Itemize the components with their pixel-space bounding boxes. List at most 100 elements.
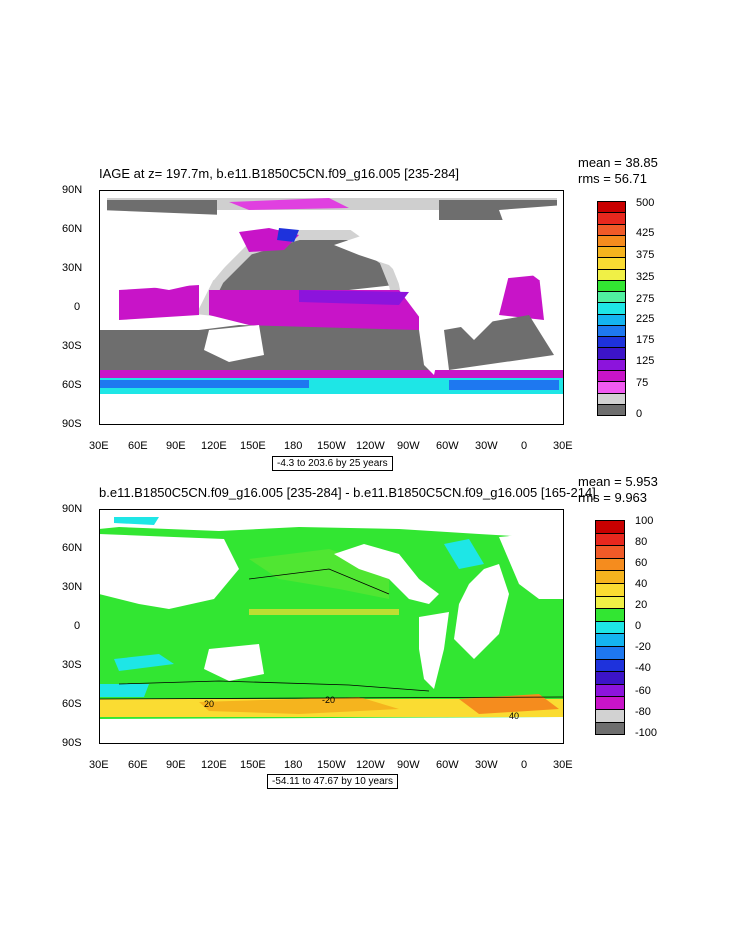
panel1-mean: mean = 38.85 <box>578 155 658 170</box>
panel1-lat-label: 60S <box>62 379 82 391</box>
panel1-colorbar-swatch <box>598 382 625 394</box>
panel2-colorbar-swatch <box>596 533 624 547</box>
panel2-colorbar-label: 100 <box>635 515 654 527</box>
panel2-south-america <box>419 612 449 689</box>
panel2-colorbar-label: -100 <box>635 727 658 739</box>
panel1-colorbar-swatch <box>598 213 625 225</box>
panel2-lat-label: 30N <box>62 581 83 593</box>
panel2-eurasia-west <box>499 531 564 599</box>
panel2-lon-label: 180 <box>284 759 303 771</box>
panel2-contour-line <box>118 680 430 692</box>
panel2-contour-line <box>248 568 390 595</box>
panel1-lon-label: 30E <box>553 440 573 452</box>
panel1-colorbar-label: 275 <box>636 293 655 305</box>
panel2-lon-label: 30E <box>89 759 109 771</box>
panel1-colorbar-swatch <box>598 359 625 371</box>
panel1-lat-label: 30N <box>62 262 83 274</box>
panel2-colorbar-swatch <box>596 596 624 610</box>
panel1-colorbar-label: 175 <box>636 334 655 346</box>
panel1-antarctica <box>99 395 564 425</box>
panel2-lat-label: 30S <box>62 659 82 671</box>
panel2-australia <box>204 644 264 681</box>
panel2-lon-label: 120W <box>356 759 385 771</box>
panel1-lon-label: 90W <box>397 440 420 452</box>
panel2-north-america <box>334 544 439 604</box>
panel1-colorbar-swatch <box>598 235 625 248</box>
panel2-colorbar-label: 60 <box>635 557 648 569</box>
panel1-equatorial-pacific-purple <box>299 290 409 305</box>
panel1-colorbar-label: 375 <box>636 249 655 261</box>
panel1-frame <box>99 190 564 425</box>
panel2-colorbar-swatch <box>596 672 624 685</box>
panel2-colorbar-swatch <box>596 571 624 584</box>
panel2-colorbar-label: 80 <box>635 536 648 548</box>
panel1-colorbar <box>597 201 626 416</box>
panel1-colorbar-swatch <box>598 292 625 304</box>
panel1-colorbar-swatch <box>598 224 625 236</box>
panel2-arctic-cyan <box>114 517 159 525</box>
panel2-lat-label: 0 <box>74 620 81 632</box>
panel2-colorbar-swatch <box>596 697 624 710</box>
panel2-stats: mean = 5.953 rms = 9.963 <box>578 474 658 506</box>
panel2-lat-label: 90N <box>62 503 83 515</box>
panel1-lon-label: 150W <box>317 440 346 452</box>
panel1-eurasia-west <box>499 205 564 280</box>
panel1-colorbar-label: 75 <box>636 377 649 389</box>
panel2-southern-orange-mid <box>199 697 399 714</box>
panel2-colorbar-swatch <box>596 634 624 647</box>
panel2-lon-label: 120E <box>201 759 227 771</box>
panel2-colorbar-swatch <box>596 722 624 735</box>
panel2-colorbar-swatch <box>596 621 624 635</box>
panel2-lon-label: 90E <box>166 759 186 771</box>
panel2-title: b.e11.B1850C5CN.f09_g16.005 [235-284] - … <box>99 485 596 500</box>
panel1-colorbar-swatch <box>598 258 625 270</box>
panel2-colorbar-label: -60 <box>635 685 651 697</box>
panel2-equatorial-stripe <box>249 609 399 615</box>
panel1-southern-blue-west <box>99 380 309 388</box>
panel1-lon-label: 0 <box>521 440 528 452</box>
panel1-colorbar-swatch <box>598 337 625 349</box>
panel1-lon-label: 120E <box>201 440 227 452</box>
panel2-map: 20 40 -20 <box>99 509 564 744</box>
panel2-colorbar-label: 0 <box>635 620 642 632</box>
panel1-colorbar-swatch <box>598 202 625 214</box>
panel2-arctic-white <box>99 509 564 539</box>
panel2-colorbar-swatch <box>596 558 624 572</box>
panel2-colorbar-swatch <box>596 659 624 673</box>
panel1-lon-label: 60E <box>128 440 148 452</box>
panel2-lon-label: 30E <box>553 759 573 771</box>
panel2-mean: mean = 5.953 <box>578 474 658 489</box>
panel2-rms: rms = 9.963 <box>578 490 648 505</box>
panel1-lat-label: 60N <box>62 223 83 235</box>
panel2-lon-label: 60W <box>436 759 459 771</box>
panel2-colorbar-label: -40 <box>635 662 651 674</box>
panel2-lon-label: 150E <box>240 759 266 771</box>
panel2-contour-line <box>99 696 564 700</box>
panel1-australia <box>204 325 264 362</box>
panel2-range-note: -54.11 to 47.67 by 10 years <box>267 774 399 789</box>
panel1-lon-label: 150E <box>240 440 266 452</box>
panel2-southern-orange-east <box>459 694 559 714</box>
panel2-frame <box>99 509 564 744</box>
panel2-colorbar-swatch <box>596 684 624 698</box>
panel2-contour-label: 20 <box>204 699 214 709</box>
panel1-lat-label: 0 <box>74 301 81 313</box>
panel1-colorbar-label: 325 <box>636 271 655 283</box>
panel1-colorbar-swatch <box>598 348 625 360</box>
panel2-contour-label: -20 <box>322 695 335 705</box>
panel2-colorbar <box>595 520 625 735</box>
panel1-lon-label: 30E <box>89 440 109 452</box>
panel1-map <box>99 190 564 425</box>
panel1-stats: mean = 38.85 rms = 56.71 <box>578 155 658 187</box>
panel1-colorbar-swatch <box>598 325 625 338</box>
panel2-north-atlantic-cyan <box>444 539 484 569</box>
panel1-colorbar-swatch <box>598 370 625 383</box>
panel2-contour-label: 40 <box>509 711 519 721</box>
panel1-southern-blue-east <box>449 380 559 390</box>
panel2-colorbar-swatch <box>596 609 624 622</box>
panel2-south-cyan-west <box>99 684 149 697</box>
panel1-rms: rms = 56.71 <box>578 171 648 186</box>
panel1-colorbar-label: 425 <box>636 227 655 239</box>
panel2-asia <box>99 534 239 609</box>
panel1-southern-magenta <box>99 370 564 378</box>
